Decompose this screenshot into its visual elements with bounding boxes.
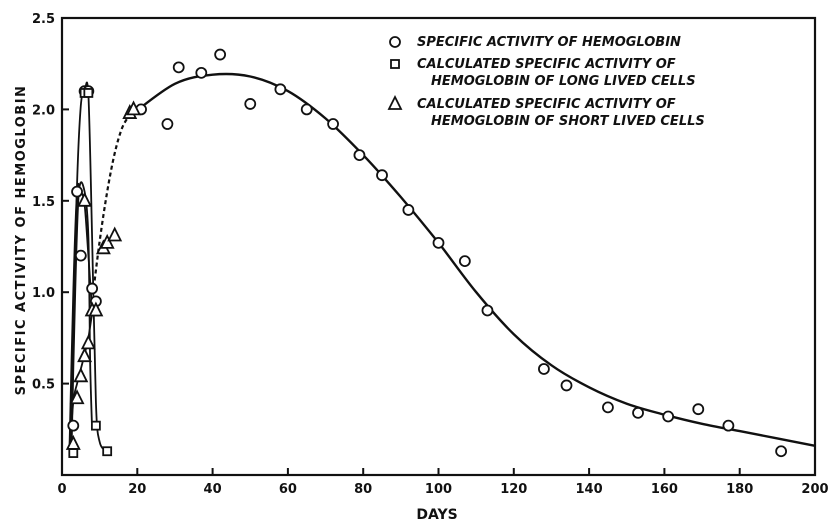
- square-data-point: [68, 448, 79, 458]
- circle-data-point: [327, 118, 339, 130]
- x-axis-label: DAYS: [416, 507, 457, 523]
- legend-marker-triangle: [387, 94, 403, 110]
- square-data-point: [83, 88, 94, 98]
- y-tick-label: 0.5: [32, 378, 55, 393]
- triangle-data-point: [69, 389, 85, 405]
- circle-data-point: [481, 304, 494, 317]
- circle-data-point: [74, 249, 87, 262]
- x-tick-label: 140: [576, 482, 603, 497]
- circle-data-point: [458, 255, 471, 268]
- curves: [68, 72, 816, 457]
- circle-data-point: [775, 445, 788, 458]
- x-tick-label: 0: [57, 482, 66, 497]
- data-points: [65, 48, 788, 458]
- square-data-point: [102, 446, 113, 457]
- circle-data-point: [376, 169, 388, 182]
- y-tick-label: 1.5: [32, 195, 55, 210]
- circle-data-point: [274, 83, 287, 96]
- y-tick-label: 2.5: [32, 12, 55, 27]
- circle-data-point: [214, 48, 227, 61]
- circle-series-fit-curve: [132, 72, 816, 447]
- y-axis-label: SPECIFIC ACTIVITY OF HEMOGLOBIN: [14, 85, 29, 396]
- triangle-data-point: [99, 233, 115, 249]
- y-tick-label: 1.0: [32, 286, 55, 301]
- x-tick-label: 100: [425, 482, 452, 497]
- circle-data-point: [86, 282, 99, 295]
- circle-data-point: [244, 98, 257, 110]
- triangle-data-point: [126, 100, 141, 116]
- triangle-data-point: [80, 334, 96, 350]
- square-series-curve: [70, 181, 93, 457]
- legend-entry-label: CALCULATED SPECIFIC ACTIVITY OF: [417, 97, 676, 112]
- triangle-data-point: [77, 191, 93, 207]
- legend: SPECIFIC ACTIVITY OF HEMOGLOBIN CALCULATE…: [387, 35, 705, 129]
- circle-data-point: [662, 410, 675, 423]
- y-tick-label: 2.0: [32, 103, 55, 118]
- x-tick-label: 60: [279, 482, 297, 497]
- legend-entry-label: SPECIFIC ACTIVITY OF HEMOGLOBIN: [417, 35, 681, 50]
- circle-data-point: [67, 419, 80, 432]
- circle-data-point: [632, 406, 644, 419]
- square-data-point: [90, 420, 101, 431]
- triangle-data-point: [107, 226, 123, 242]
- circle-data-point: [538, 363, 550, 375]
- x-tick-label: 40: [204, 482, 222, 497]
- legend-marker-square: [390, 59, 400, 69]
- circle-data-point: [560, 379, 573, 392]
- circle-data-point: [432, 236, 445, 249]
- circle-data-point: [692, 403, 705, 416]
- x-tick-label: 20: [128, 482, 146, 497]
- legend-entry-label: CALCULATED SPECIFIC ACTIVITY OF: [417, 57, 676, 72]
- x-tick-label: 80: [354, 482, 372, 497]
- x-tick-label: 120: [500, 482, 527, 497]
- circle-data-point: [195, 66, 208, 79]
- legend-entry-label: HEMOGLOBIN OF LONG LIVED CELLS: [431, 74, 696, 89]
- x-tick-label: 200: [801, 482, 828, 497]
- triangle-data-point: [77, 347, 93, 363]
- circle-data-point: [172, 61, 185, 74]
- legend-marker-circle: [389, 36, 401, 48]
- circle-data-point: [402, 204, 415, 216]
- axis-ticks: 0 20 40 60 80 100 120 140 160 180 200 0.5 1.0 1.5 2.0 2…: [32, 12, 829, 497]
- circle-data-point: [602, 401, 614, 414]
- x-tick-label: 180: [726, 482, 753, 497]
- triangle-data-point: [73, 367, 89, 383]
- circle-data-point: [353, 149, 366, 162]
- square-series-curve: [68, 81, 108, 454]
- circle-data-point: [722, 419, 735, 432]
- circle-data-point: [300, 103, 313, 116]
- x-tick-label: 160: [651, 482, 678, 497]
- circle-data-point: [71, 185, 83, 198]
- triangle-data-point: [65, 434, 81, 450]
- triangle-data-point: [88, 301, 104, 317]
- circle-series-dashed-curve: [91, 114, 131, 302]
- legend-entry-label: HEMOGLOBIN OF SHORT LIVED CELLS: [431, 114, 705, 129]
- circle-data-point: [161, 118, 174, 130]
